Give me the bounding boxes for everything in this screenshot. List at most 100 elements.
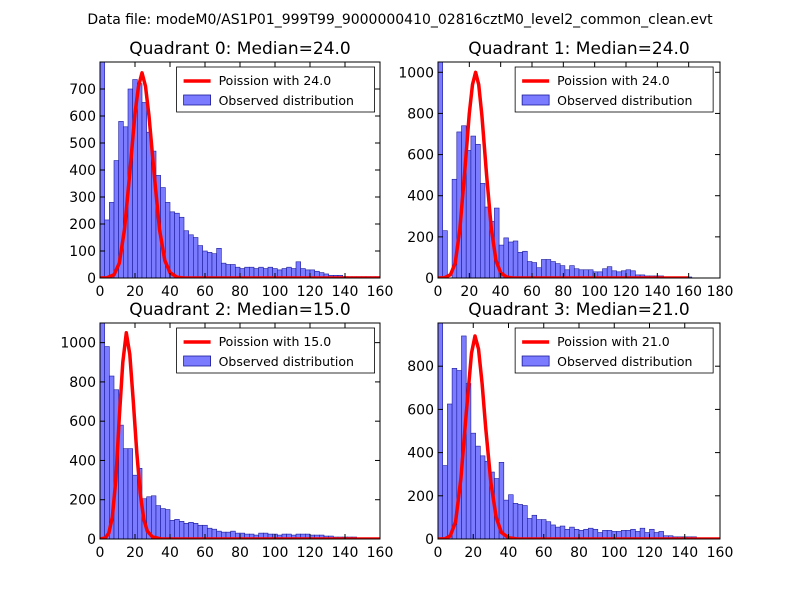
histogram-bar	[517, 251, 523, 278]
histogram-bar	[193, 237, 199, 278]
x-tick-label: 160	[367, 545, 394, 561]
histogram-bar	[508, 241, 514, 278]
poisson-curve	[100, 331, 380, 539]
legend-label-observed: Observed distribution	[557, 354, 692, 369]
x-tick-label: 80	[570, 545, 588, 561]
legend-label-observed: Observed distribution	[557, 93, 692, 108]
legend-bar-swatch	[521, 355, 550, 367]
y-tick-label: 800	[69, 375, 96, 391]
y-tick-label: 1000	[398, 65, 434, 81]
histogram-bar	[151, 495, 157, 539]
poisson-curve	[438, 70, 689, 278]
y-tick-label: 200	[69, 493, 96, 509]
x-tick-label: 20	[126, 284, 144, 300]
legend-bar-swatch	[183, 355, 212, 367]
x-tick-label: 120	[636, 545, 663, 561]
histogram-bar	[545, 521, 552, 539]
histogram-bar	[527, 518, 533, 539]
histogram-bar	[225, 264, 231, 278]
histogram-bar	[169, 520, 175, 539]
y-tick-label: 1000	[60, 336, 96, 352]
histogram-bar	[479, 455, 486, 539]
x-tick-label: 160	[707, 545, 734, 561]
histogram-bar	[522, 505, 528, 539]
histogram-bar	[465, 150, 472, 278]
histogram-bar	[531, 262, 537, 278]
histogram-bar	[174, 519, 180, 539]
x-tick-label: 40	[161, 545, 179, 561]
histogram-bar	[295, 261, 301, 278]
y-tick-label: 200	[69, 217, 96, 233]
histogram-bar	[508, 494, 514, 539]
x-tick-label: 140	[644, 284, 671, 300]
y-tick-label: 600	[69, 109, 96, 125]
x-tick-label: 20	[460, 284, 478, 300]
x-tick-label: 140	[332, 284, 359, 300]
histogram-bar	[447, 403, 453, 539]
histogram-bar	[123, 448, 129, 539]
x-tick-label: 160	[367, 284, 394, 300]
histogram-bar	[569, 265, 575, 278]
quadrant-2-panel: Quadrant 2: Median=15.0 0 20 40 60 80 100 120 14…	[60, 300, 393, 561]
x-tick-label: 100	[581, 284, 608, 300]
histogram-bar	[526, 261, 533, 278]
x-tick-label: 100	[262, 284, 289, 300]
histogram-bar	[137, 83, 143, 278]
histogram-bar	[658, 531, 664, 539]
y-tick-label: 0	[87, 532, 96, 548]
histogram-bar	[531, 514, 538, 539]
x-tick-label: 0	[434, 545, 443, 561]
histogram-bar	[503, 237, 509, 278]
x-tick-label: 180	[707, 284, 734, 300]
x-tick-label: 40	[492, 284, 510, 300]
poisson-curve	[438, 334, 720, 539]
legend: Poission with 21.0 Observed distribution	[514, 327, 714, 374]
histogram-bar	[221, 262, 227, 278]
y-tick-label: 300	[69, 190, 96, 206]
histogram-bar	[211, 253, 217, 278]
histogram-bar	[512, 240, 519, 278]
x-tick-label: 80	[231, 545, 249, 561]
x-tick-label: 80	[554, 284, 572, 300]
y-tick-label: 200	[407, 489, 434, 505]
histogram-bar	[541, 259, 547, 278]
histogram-bar	[559, 265, 566, 278]
quadrant-1-title: Quadrant 1: Median=24.0	[468, 39, 690, 59]
legend-label-observed: Observed distribution	[219, 354, 354, 369]
histogram-bar	[442, 230, 448, 278]
histogram-bar	[536, 519, 542, 539]
quadrant-2-title: Quadrant 2: Median=15.0	[129, 300, 351, 320]
histogram-bar	[550, 261, 556, 278]
y-tick-label: 400	[69, 163, 96, 179]
x-tick-label: 120	[297, 545, 324, 561]
histogram-bar	[438, 62, 443, 278]
y-tick-label: 0	[425, 532, 434, 548]
y-tick-label: 400	[407, 189, 434, 205]
y-tick-label: 800	[407, 359, 434, 375]
histogram-bar	[174, 212, 180, 278]
y-tick-label: 200	[407, 230, 434, 246]
legend: Poission with 24.0 Observed distribution	[176, 66, 376, 113]
legend-label-poisson: Poission with 24.0	[557, 73, 670, 88]
legend-label-poisson: Poission with 21.0	[557, 334, 670, 349]
histogram-bar	[197, 524, 203, 539]
x-tick-label: 100	[601, 545, 628, 561]
legend-label-poisson: Poission with 24.0	[219, 73, 332, 88]
x-tick-label: 120	[297, 284, 324, 300]
histogram-bar	[569, 526, 575, 539]
histogram-bar	[475, 143, 481, 278]
histogram-bar	[559, 525, 566, 539]
histogram-bar	[169, 211, 175, 278]
y-tick-label: 600	[69, 414, 96, 430]
histogram-bar	[545, 259, 552, 278]
histogram-bar	[522, 250, 528, 278]
legend: Poission with 15.0 Observed distribution	[176, 327, 376, 374]
histogram-bar	[155, 505, 161, 539]
y-tick-label: 800	[407, 106, 434, 122]
histogram-bar	[104, 346, 110, 539]
y-tick-label: 400	[69, 453, 96, 469]
legend: Poission with 24.0 Observed distribution	[514, 66, 714, 113]
x-tick-label: 0	[434, 284, 443, 300]
y-tick-label: 0	[87, 271, 96, 287]
histogram-bar	[165, 509, 171, 539]
